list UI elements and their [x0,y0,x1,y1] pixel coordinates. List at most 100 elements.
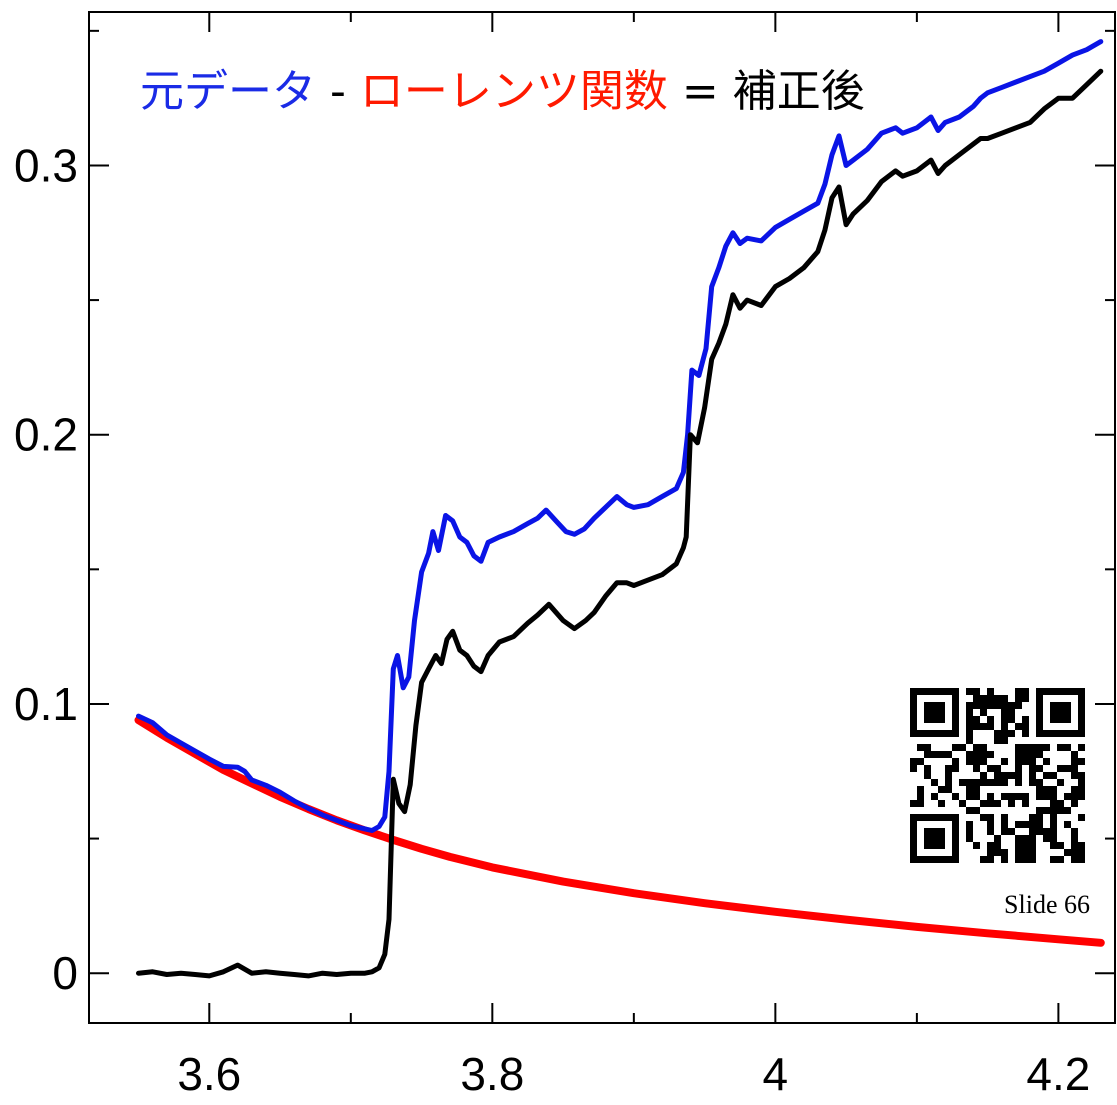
qr-module [938,702,945,709]
qr-module [938,786,945,793]
qr-module [994,835,1001,842]
qr-module [931,751,938,758]
qr-module [980,758,987,765]
qr-module [1043,807,1050,814]
qr-module [1029,772,1036,779]
qr-module [1029,849,1036,856]
qr-module [931,828,938,835]
qr-module [1078,709,1085,716]
qr-module [924,709,931,716]
qr-module [1050,800,1057,807]
qr-module [1001,849,1008,856]
qr-module [1064,793,1071,800]
qr-module [987,695,994,702]
qr-module [1071,849,1078,856]
qr-module [1001,695,1008,702]
qr-module [980,695,987,702]
qr-module [966,716,973,723]
qr-module [1043,828,1050,835]
qr-module [980,709,987,716]
qr-module [952,695,959,702]
qr-module [952,842,959,849]
qr-module [910,828,917,835]
qr-module [1015,765,1022,772]
legend-minus: - [316,66,360,117]
qr-module [1001,793,1008,800]
qr-module [1057,842,1064,849]
qr-module [938,800,945,807]
qr-module [1050,793,1057,800]
qr-module [1015,695,1022,702]
qr-module [1015,856,1022,863]
qr-module [917,758,924,765]
qr-module [1008,730,1015,737]
qr-module [1050,814,1057,821]
qr-module [1078,772,1085,779]
qr-module [910,702,917,709]
qr-module [931,730,938,737]
qr-module [1078,842,1085,849]
qr-module [973,716,980,723]
qr-module [1015,793,1022,800]
qr-module [973,695,980,702]
qr-module [945,779,952,786]
qr-module [1001,758,1008,765]
series-corrected [136,68,1104,979]
qr-module [931,702,938,709]
qr-module [994,849,1001,856]
qr-module [1078,744,1085,751]
qr-module [938,842,945,849]
qr-module [966,723,973,730]
qr-module [1001,814,1008,821]
qr-module [1071,751,1078,758]
qr-module [959,800,966,807]
qr-module [910,765,917,772]
qr-module [1050,702,1057,709]
qr-module [917,744,924,751]
qr-module [1078,786,1085,793]
qr-module [910,856,917,863]
qr-module [938,814,945,821]
qr-module [945,856,952,863]
qr-module [973,723,980,730]
slide-label: Slide 66 [1004,890,1090,919]
qr-module [924,814,931,821]
qr-module [980,800,987,807]
qr-module [1050,835,1057,842]
qr-module [910,716,917,723]
qr-module [1036,793,1043,800]
qr-module [1078,856,1085,863]
qr-module [1036,779,1043,786]
qr-module [945,772,952,779]
qr-module [1064,730,1071,737]
qr-module [987,688,994,695]
qr-module [1022,716,1029,723]
qr-module [910,800,917,807]
qr-module [1036,828,1043,835]
qr-module [994,695,1001,702]
qr-module [1015,772,1022,779]
qr-module [1064,849,1071,856]
qr-module [1029,821,1036,828]
qr-code-icon [910,688,1085,863]
qr-module [924,702,931,709]
qr-module [1001,723,1008,730]
qr-module [987,779,994,786]
qr-module [1043,772,1050,779]
qr-module [1008,800,1015,807]
series-layer [134,39,1105,979]
qr-module [952,793,959,800]
qr-module [1064,744,1071,751]
qr-module [1050,786,1057,793]
qr-module [1064,765,1071,772]
legend-corrected: 補正後 [733,66,865,117]
qr-module [1001,730,1008,737]
qr-module [973,765,980,772]
qr-module [994,800,1001,807]
qr-module [924,856,931,863]
qr-module [917,856,924,863]
qr-module [1043,758,1050,765]
qr-module [1071,730,1078,737]
qr-module [952,702,959,709]
y-tick-label: 0 [52,947,78,999]
